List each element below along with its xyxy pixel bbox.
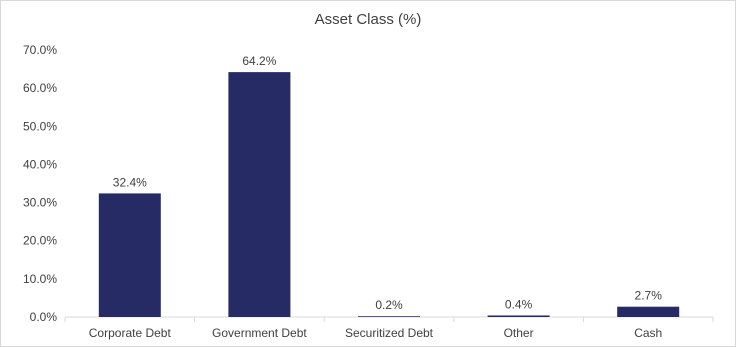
bar [487,315,550,317]
y-tick-label: 10.0% [23,272,57,286]
category-label: Government Debt [212,326,307,340]
chart-title: Asset Class (%) [314,11,422,28]
category-label: Corporate Debt [89,326,172,340]
y-tick-label: 0.0% [30,310,58,324]
data-label: 2.7% [635,289,663,303]
bar [617,306,680,317]
y-tick-label: 70.0% [23,43,57,57]
bar [228,72,291,317]
y-tick-label: 30.0% [23,196,57,210]
data-label: 32.4% [113,175,147,189]
category-label: Securitized Debt [345,326,434,340]
y-tick-label: 20.0% [23,234,57,248]
y-tick-label: 40.0% [23,157,57,171]
category-label: Cash [634,326,662,340]
bar [358,316,420,317]
data-label: 0.2% [375,298,403,312]
bar [98,193,161,317]
y-tick-label: 60.0% [23,81,57,95]
y-tick-label: 50.0% [23,119,57,133]
category-label: Other [504,326,534,340]
data-label: 0.4% [505,297,533,311]
data-label: 64.2% [242,54,276,68]
